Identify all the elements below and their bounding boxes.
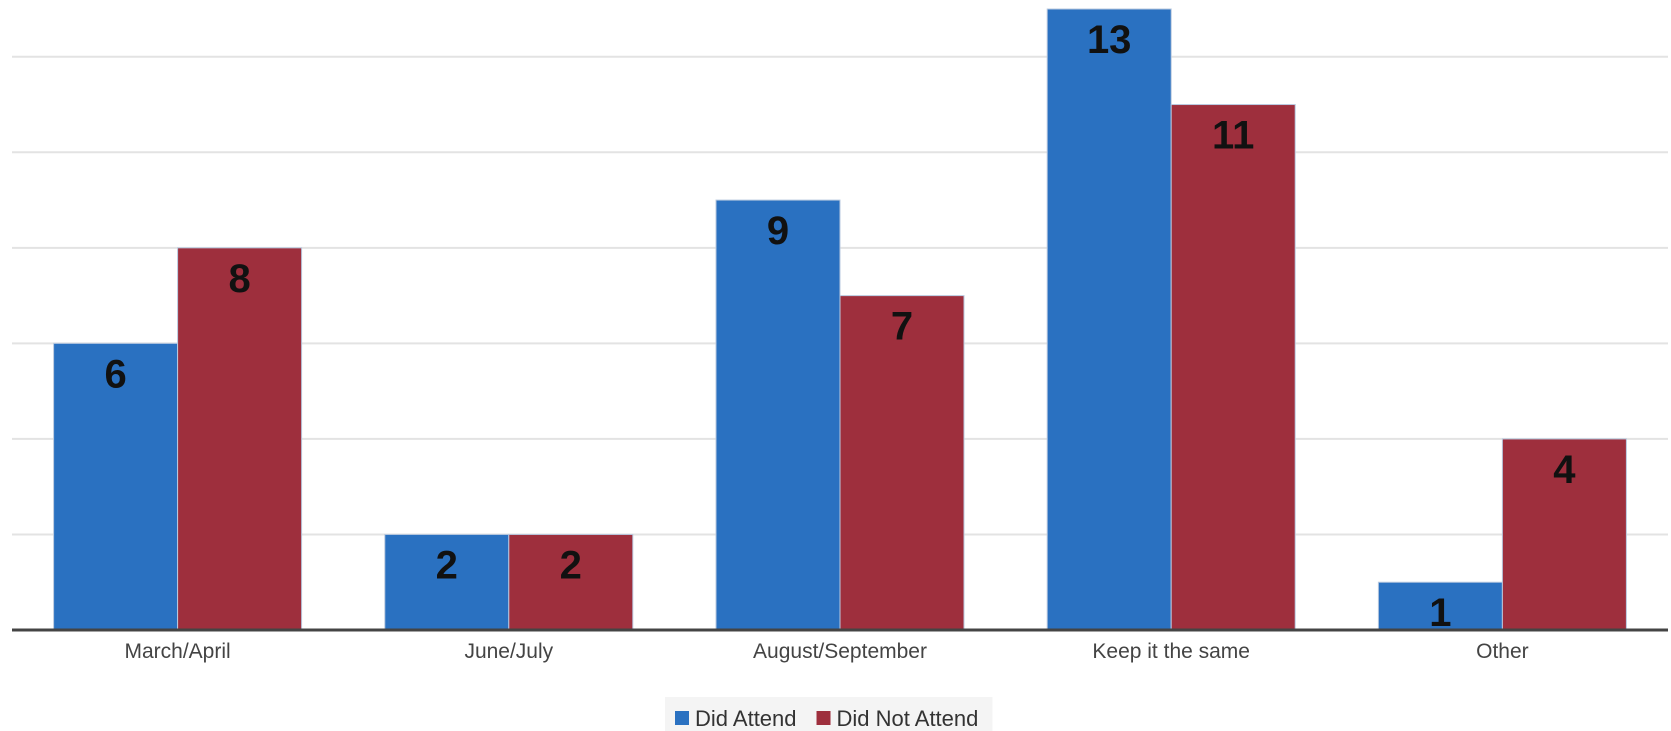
data-label: 13 [1087, 18, 1132, 62]
x-tick-labels: March/April June/July August/September Keep… [124, 640, 1528, 663]
x-tick-label: Other [1476, 640, 1529, 663]
data-label: 1 [1429, 591, 1451, 635]
x-tick-label: Keep it the same [1092, 640, 1250, 663]
data-label: 2 [436, 543, 458, 587]
bar [839, 295, 965, 631]
data-label: 4 [1553, 448, 1576, 492]
bar [1377, 581, 1503, 631]
x-tick-label: March/April [124, 640, 230, 663]
data-label: 2 [560, 543, 582, 587]
legend-swatch [675, 711, 689, 725]
bar [715, 199, 841, 631]
data-label: 9 [767, 209, 789, 253]
legend: Did Attend Did Not Attend [665, 697, 993, 731]
bar [1501, 438, 1627, 631]
bar [53, 342, 179, 631]
bar [177, 247, 303, 631]
data-label: 8 [228, 257, 250, 301]
data-label: 11 [1212, 114, 1254, 158]
legend-swatch [816, 711, 831, 725]
x-tick-label: June/July [464, 640, 553, 663]
bar [508, 533, 634, 631]
bar [1170, 104, 1296, 631]
bars [53, 8, 1627, 631]
data-label: 7 [891, 305, 913, 349]
legend-label: Did Attend [695, 706, 797, 731]
bar [1046, 8, 1172, 631]
legend-label: Did Not Attend [837, 706, 979, 731]
data-label: 6 [104, 352, 126, 396]
x-tick-label: August/September [753, 640, 927, 663]
